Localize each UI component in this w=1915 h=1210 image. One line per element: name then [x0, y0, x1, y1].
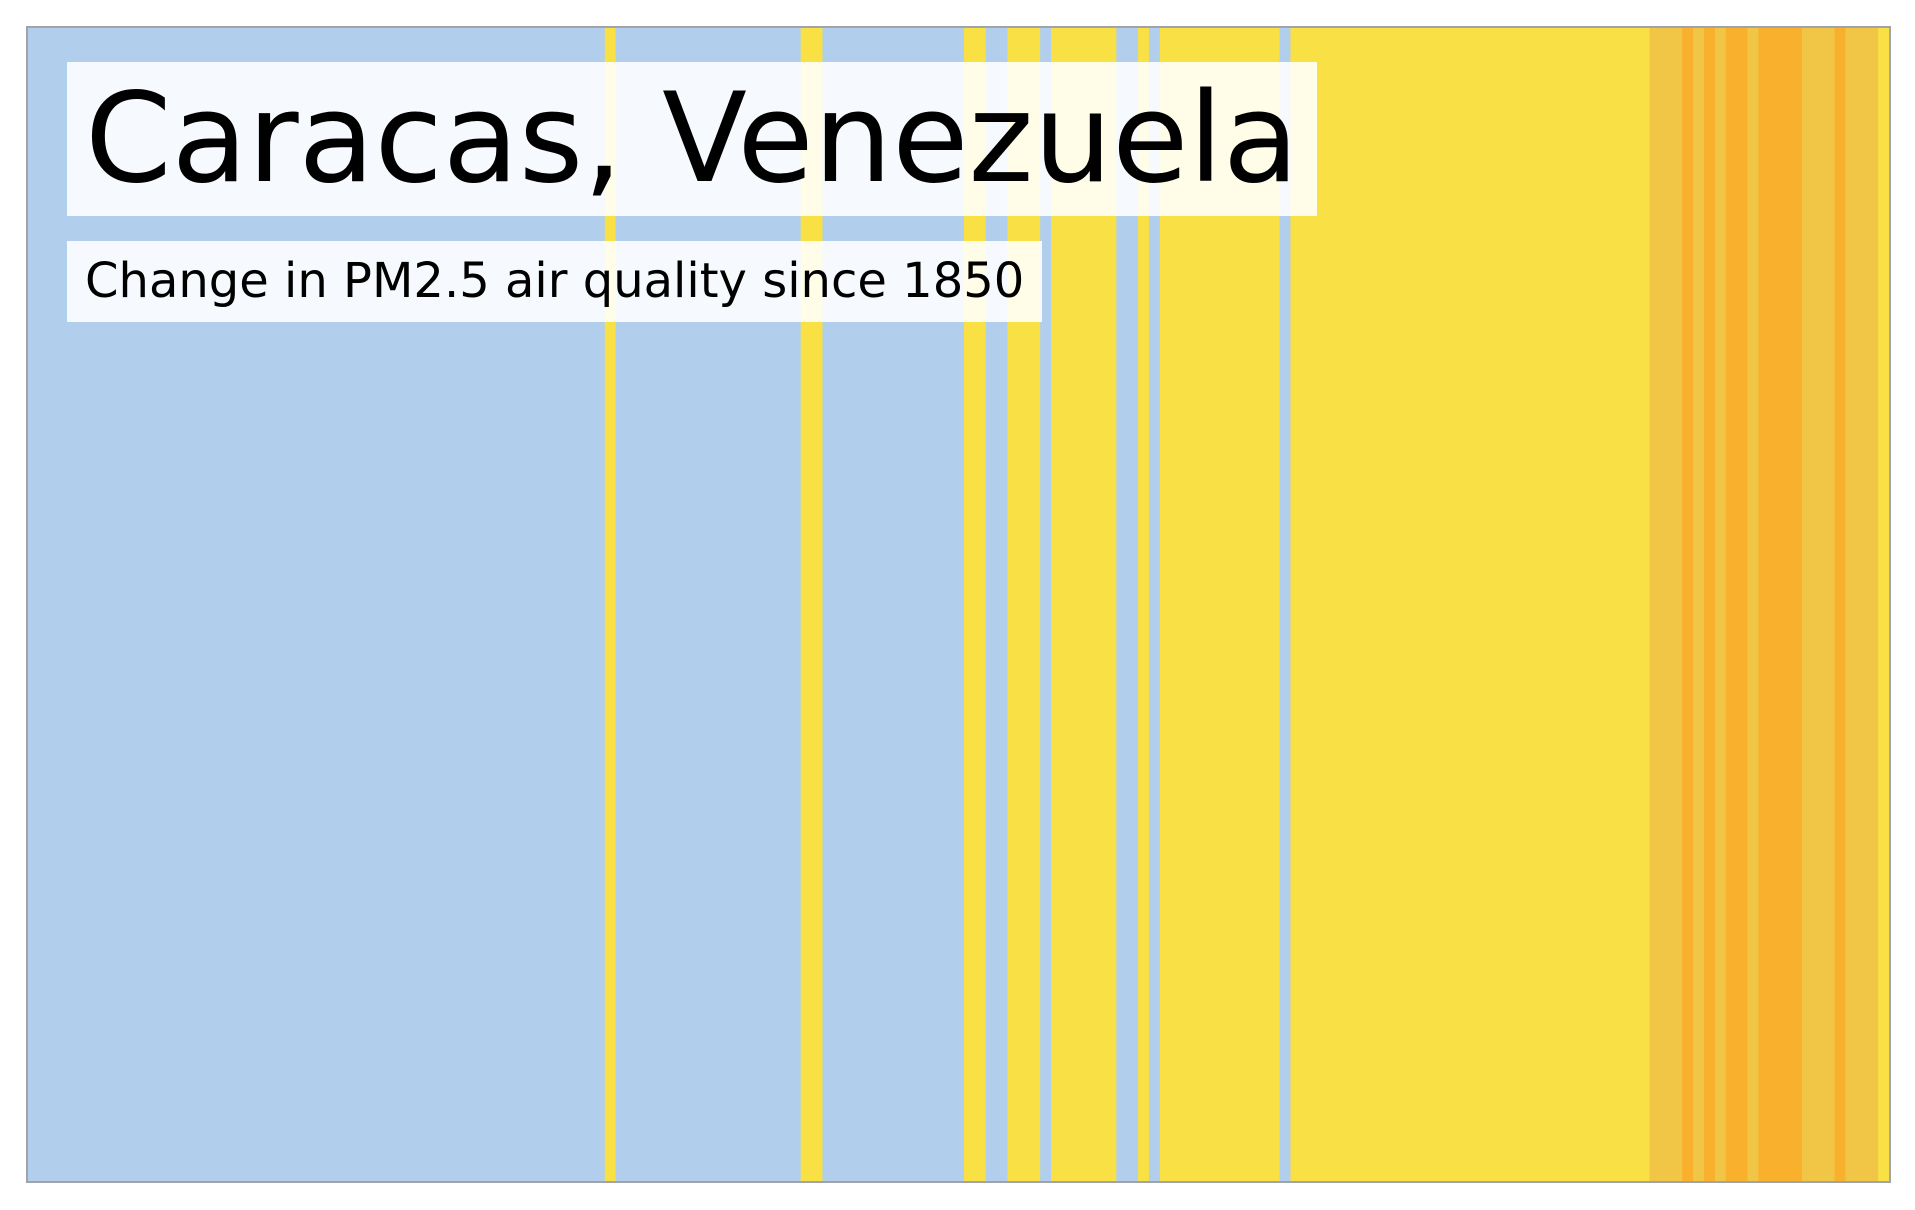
- stripe-1903-1904: [604, 28, 617, 1181]
- chart-title: Caracas, Venezuela: [85, 67, 1299, 211]
- stripe-2003-2004: [1693, 28, 1705, 1181]
- stripe-2008-2009: [1747, 28, 1759, 1181]
- stripe-2017-2020: [1845, 28, 1879, 1181]
- stripe-1943-1944: [1040, 28, 1052, 1181]
- stripe-1954-1965: [1159, 28, 1281, 1181]
- chart-subtitle-box: Change in PM2.5 air quality since 1850: [67, 241, 1043, 322]
- stripe-2009-2013: [1758, 28, 1803, 1181]
- stripe-1966-1999: [1290, 28, 1651, 1181]
- stripe-2013-2016: [1801, 28, 1836, 1181]
- stripe-2006-2008: [1725, 28, 1749, 1181]
- stripe-1850-1903: [28, 28, 606, 1181]
- stripe-2005-2006: [1714, 28, 1727, 1181]
- stripe-1944-1950: [1051, 28, 1117, 1181]
- stripe-1940-1943: [1007, 28, 1041, 1181]
- stripe-2002-2003: [1682, 28, 1694, 1181]
- stripe-1999-2002: [1649, 28, 1683, 1181]
- stripe-2004-2005: [1703, 28, 1716, 1181]
- stripe-1923-1936: [822, 28, 965, 1181]
- stripe-1965-1966: [1279, 28, 1292, 1181]
- stripe-2020-2021: [1878, 28, 1890, 1181]
- plot-frame: [26, 26, 1891, 1183]
- stripe-1952-1953: [1138, 28, 1150, 1181]
- stripes-group: [28, 28, 1890, 1181]
- stripe-2016-2017: [1834, 28, 1847, 1181]
- chart-title-box: Caracas, Venezuela: [67, 62, 1317, 216]
- stripe-1904-1921: [615, 28, 802, 1181]
- chart-subtitle: Change in PM2.5 air quality since 1850: [85, 253, 1025, 309]
- stripe-1953-1954: [1148, 28, 1161, 1181]
- stripe-1950-1952: [1116, 28, 1139, 1181]
